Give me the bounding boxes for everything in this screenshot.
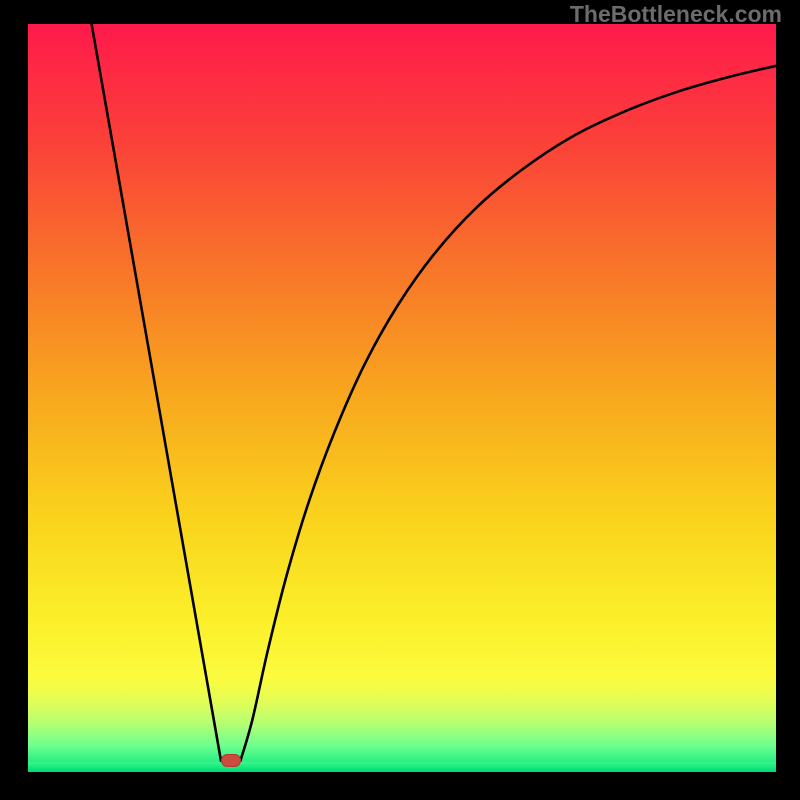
watermark-label: TheBottleneck.com <box>570 1 782 27</box>
plot-area <box>28 24 776 772</box>
watermark-text: TheBottleneck.com <box>570 1 782 28</box>
minimum-marker <box>221 754 241 767</box>
curve-plot <box>28 24 776 772</box>
chart-container: TheBottleneck.com <box>0 0 800 800</box>
